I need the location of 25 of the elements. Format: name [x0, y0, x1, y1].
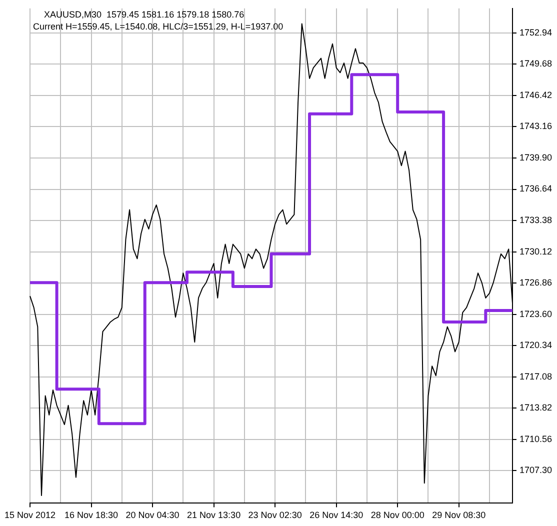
x-tick-label: 15 Nov 2012 [4, 510, 56, 520]
y-tick-label: 1736.64 [519, 184, 552, 194]
y-tick-label: 1707.30 [519, 465, 552, 476]
x-tick-label: 28 Nov 00:00 [370, 510, 424, 520]
y-tick-label: 1723.60 [519, 308, 552, 319]
y-tick-label: 1739.90 [519, 152, 552, 162]
x-tick-label: 23 Nov 02:30 [248, 510, 302, 520]
y-tick-label: 1746.42 [519, 90, 552, 100]
x-tick-label: 20 Nov 04:30 [126, 510, 180, 520]
y-tick-label: 1752.94 [519, 27, 552, 38]
text: Current H=1559.45, L=1540.08, HLC/3=1551.29, H-L=1937.00 [33, 21, 284, 32]
y-tick-label: 1749.68 [519, 58, 552, 69]
y-tick-label: 1730.12 [519, 246, 552, 256]
y-tick-label: 1710.56 [519, 434, 552, 444]
y-tick-label: 1713.82 [519, 402, 552, 413]
x-tick-label: 21 Nov 13:30 [187, 510, 241, 520]
x-tick-label: 16 Nov 18:30 [64, 510, 118, 520]
y-tick-label: 1733.38 [519, 214, 552, 225]
y-tick-label: 1726.86 [519, 278, 552, 288]
x-tick-label: 26 Nov 14:30 [310, 510, 364, 520]
chart-title: XAUUSD,M30 1579.45 1581.16 1579.18 1580.76 [44, 9, 244, 20]
y-tick-label: 1743.16 [519, 121, 552, 132]
x-tick-label: 29 Nov 08:30 [432, 510, 486, 520]
y-tick-label: 1717.08 [519, 371, 552, 382]
y-tick-label: 1720.34 [519, 340, 552, 350]
